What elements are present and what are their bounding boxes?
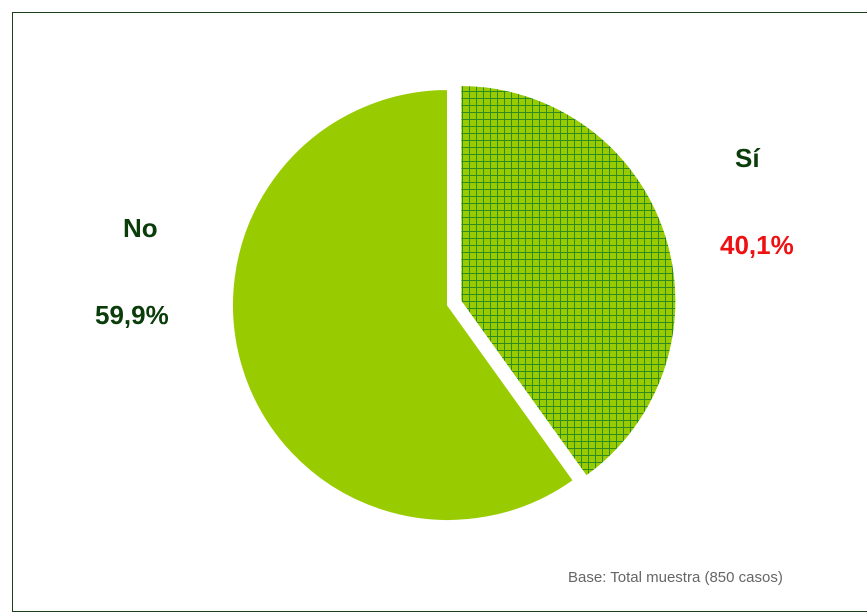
pie-slice-no (231, 87, 576, 522)
slice-label-no: No (123, 213, 158, 243)
pie-chart (231, 84, 678, 522)
slice-value-si: 40,1% (720, 230, 794, 260)
pie-slice-si (459, 84, 678, 478)
pie-slices (231, 84, 678, 522)
base-footnote: Base: Total muestra (850 casos) (568, 569, 783, 586)
slice-value-no: 59,9% (95, 300, 169, 330)
slice-label-si: Sí (735, 143, 760, 173)
